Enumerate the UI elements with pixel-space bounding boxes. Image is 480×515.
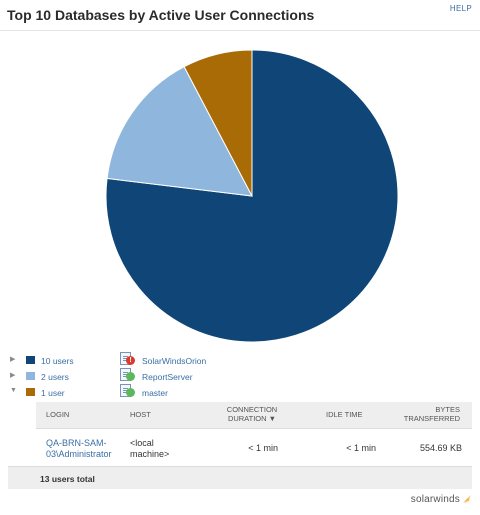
help-link[interactable]: HELP [449, 4, 472, 13]
pie-slice-master[interactable] [183, 49, 253, 197]
column-header-host[interactable]: HOST [130, 410, 151, 419]
collapse-arrow-icon[interactable]: ▼ [10, 387, 17, 394]
pie-chart-svg [105, 49, 399, 343]
legend-users-label[interactable]: 10 users [41, 356, 74, 366]
column-header-idle-time[interactable]: IDLE TIME [326, 410, 363, 419]
database-icon [120, 384, 136, 398]
up-status-icon [126, 372, 135, 381]
pie-chart [102, 46, 402, 346]
database-link[interactable]: ReportServer [142, 372, 193, 382]
table-header: LOGIN HOST CONNECTION DURATION ▼ IDLE TI… [36, 402, 472, 429]
expand-arrow-icon[interactable]: ▶ [10, 372, 16, 379]
pie-slice-reportserver[interactable] [106, 66, 253, 197]
table-row: QA-BRN-SAM- 03\Administrator <local mach… [36, 429, 472, 467]
connection-duration-cell: < 1 min [248, 443, 278, 453]
legend-row-reportserver[interactable]: ▶ 2 users ReportServer [8, 368, 468, 384]
connections-table: LOGIN HOST CONNECTION DURATION ▼ IDLE TI… [36, 402, 472, 467]
column-header-bytes-transferred[interactable]: BYTES TRANSFERRED [403, 405, 460, 423]
legend-users-label[interactable]: 1 user [41, 388, 65, 398]
total-users-label: 13 users total [40, 474, 95, 484]
database-icon: ! [120, 352, 136, 366]
database-link[interactable]: SolarWindsOrion [142, 356, 207, 366]
database-icon [120, 368, 136, 382]
bytes-transferred-cell: 554.69 KB [419, 443, 462, 453]
resource-title: Top 10 Databases by Active User Connecti… [7, 7, 315, 23]
legend-row-master[interactable]: ▼ 1 user master [8, 384, 468, 400]
login-link[interactable]: QA-BRN-SAM- 03\Administrator [46, 438, 112, 459]
legend-row-orion[interactable]: ▶ 10 users ! SolarWindsOrion [8, 352, 468, 368]
up-status-icon [126, 388, 135, 397]
legend: ▶ 10 users ! SolarWindsOrion ▶ 2 users R… [8, 352, 468, 400]
database-link[interactable]: master [142, 388, 168, 398]
resource-header: Top 10 Databases by Active User Connecti… [0, 0, 480, 31]
critical-status-icon: ! [126, 356, 135, 365]
host-cell: <local machine> [130, 438, 170, 459]
expand-arrow-icon[interactable]: ▶ [10, 356, 16, 363]
flame-logo-icon [463, 495, 471, 503]
legend-swatch [26, 372, 35, 380]
idle-time-cell: < 1 min [346, 443, 376, 453]
column-header-login[interactable]: LOGIN [46, 410, 70, 419]
brand-text: solarwinds [410, 494, 460, 505]
legend-swatch [26, 356, 35, 364]
legend-swatch [26, 388, 35, 396]
legend-users-label[interactable]: 2 users [41, 372, 69, 382]
column-header-connection-duration[interactable]: CONNECTION DURATION ▼ [226, 405, 278, 423]
brand-logo: solarwinds [411, 494, 472, 505]
total-bar: 13 users total [8, 466, 472, 489]
